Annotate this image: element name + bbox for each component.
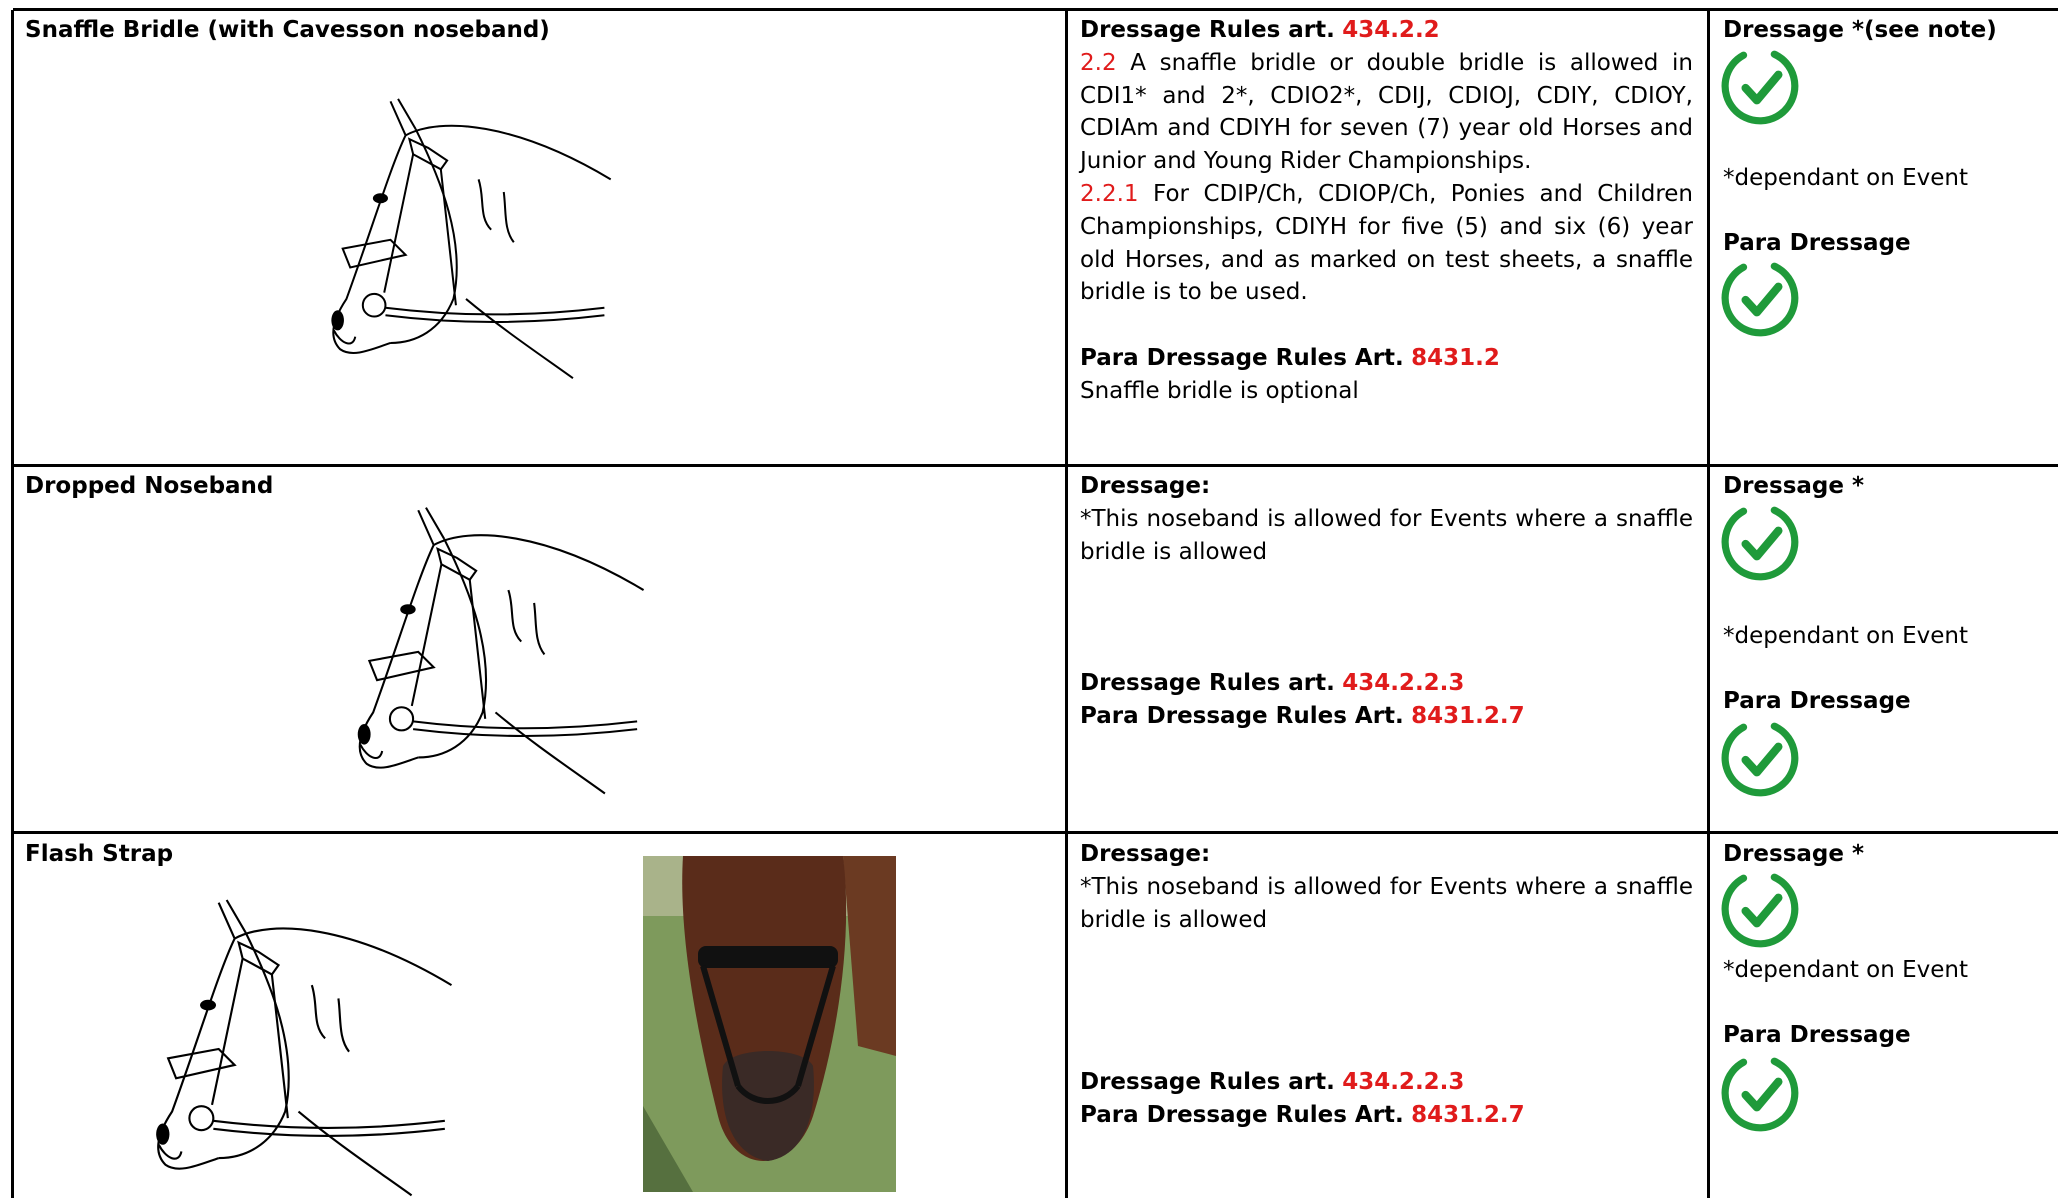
status-dressage: Dressage *: [1723, 470, 1864, 503]
rule-text: For CDIP/Ch, CDIOP/Ch, Ponies and Childr…: [1080, 180, 1693, 306]
status-dressage-text: Dressage *(see note): [1723, 17, 1997, 43]
row-border: [13, 831, 2058, 834]
check-icon: [1721, 869, 1803, 951]
rule-article: 434.2.2: [1342, 17, 1440, 43]
horse-drawing: [138, 892, 459, 1198]
rules: Dressage: *This noseband is allowed for …: [1080, 470, 1693, 568]
status-para: Para Dressage: [1723, 1019, 1911, 1052]
horse-drawing: [315, 85, 617, 387]
status-dressage-text: Dressage *: [1723, 473, 1865, 499]
rule-text: *This noseband is allowed for Events whe…: [1080, 873, 1693, 933]
rule-heading: Dressage Rules art.: [1080, 17, 1335, 43]
status-note: *dependant on Event: [1723, 957, 1969, 983]
rule-heading: Dressage Rules art.: [1080, 1069, 1335, 1095]
item-title: Dropped Noseband: [25, 470, 273, 503]
rule-text: A snaffle bridle or double bridle is all…: [1080, 49, 1694, 175]
status-para-text: Para Dressage: [1723, 230, 1911, 256]
rule-article: 434.2.2.3: [1342, 1069, 1465, 1095]
rules: Dressage Rules art. 434.2.2.3 Para Dress…: [1080, 1066, 1693, 1132]
status-dressage: Dressage *: [1723, 838, 1864, 871]
horse-drawing: [341, 496, 650, 800]
status-dressage-text: Dressage *: [1723, 841, 1865, 867]
rule-article: 8431.2.7: [1411, 1101, 1525, 1128]
check-icon: [1721, 502, 1803, 584]
status-note: *dependant on Event: [1723, 165, 1969, 191]
rule-article: 434.2.2.3: [1342, 670, 1465, 696]
rule-heading: Para Dressage Rules Art.: [1080, 344, 1404, 371]
check-icon: [1721, 258, 1803, 340]
row-border: [13, 464, 2058, 467]
status-dressage: Dressage *(see note): [1723, 14, 1997, 47]
rules: Dressage Rules art. 434.2.2 2.2 A snaffl…: [1080, 14, 1693, 408]
check-icon: [1721, 718, 1803, 800]
rule-article: 8431.2: [1411, 344, 1500, 371]
status-para-text: Para Dressage: [1723, 1022, 1911, 1048]
check-icon: [1721, 1053, 1803, 1135]
status-para: Para Dressage: [1723, 227, 1911, 260]
item-title-text: Flash Strap: [25, 841, 174, 867]
status-para-text: Para Dressage: [1723, 688, 1911, 714]
col-border: [1065, 10, 1068, 1198]
check-icon: [1721, 46, 1803, 128]
rule-text: *This noseband is allowed for Events whe…: [1080, 505, 1693, 565]
rule-number: 2.2: [1080, 49, 1117, 76]
rules: Dressage: *This noseband is allowed for …: [1080, 838, 1693, 936]
status-note: *dependant on Event: [1723, 623, 1969, 649]
item-title: Flash Strap: [25, 838, 173, 871]
horse-photo: [643, 856, 896, 1192]
rule-heading: Para Dressage Rules Art.: [1080, 702, 1404, 729]
item-title: Snaffle Bridle (with Cavesson noseband): [25, 14, 550, 47]
item-title-text: Snaffle Bridle (with Cavesson noseband): [25, 17, 550, 43]
rule-article: 8431.2.7: [1411, 702, 1525, 729]
rule-heading: Para Dressage Rules Art.: [1080, 1101, 1404, 1128]
rules: Dressage Rules art. 434.2.2.3 Para Dress…: [1080, 667, 1693, 733]
col-border: [1707, 10, 1710, 1198]
status-para: Para Dressage: [1723, 685, 1911, 718]
col-border: [11, 10, 14, 1198]
rule-heading: Dressage Rules art.: [1080, 670, 1335, 696]
rule-heading: Dressage:: [1080, 473, 1211, 499]
rule-text: Snaffle bridle is optional: [1080, 377, 1359, 404]
rule-number: 2.2.1: [1080, 180, 1139, 207]
rule-heading: Dressage:: [1080, 841, 1211, 867]
item-title-text: Dropped Noseband: [25, 473, 274, 499]
table-border: [13, 8, 2058, 11]
